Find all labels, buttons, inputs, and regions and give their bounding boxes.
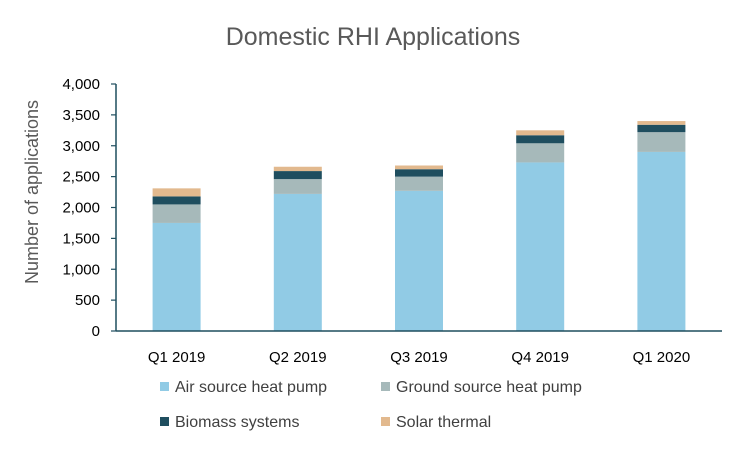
- bar-segment-4-q4-2019: [516, 130, 565, 136]
- legend-label: Ground source heat pump: [396, 379, 582, 396]
- bar-segment-3-q2-2019: [273, 171, 322, 180]
- y-axis: 0 500 1,000 1,500 2,000 2,500 3,000 3,500 4,000: [62, 76, 116, 340]
- y-tick-label: 3,000: [62, 138, 100, 155]
- chart-title: Domestic RHI Applications: [226, 23, 521, 51]
- legend: Air source heat pump Ground source heat p…: [160, 379, 582, 431]
- bar-segment-4-q2-2019: [273, 166, 322, 172]
- y-tick-label: 500: [75, 292, 100, 309]
- bar-segment-3-q3-2019: [395, 169, 443, 177]
- y-tick-label: 4,000: [62, 76, 100, 93]
- legend-swatch: [160, 417, 169, 426]
- y-tick-label: 2,000: [62, 200, 100, 217]
- y-tick-label: 1,000: [62, 261, 100, 278]
- x-axis: Q1 2019 Q2 2019 Q3 2019 Q4 2019 Q1 2020: [148, 349, 690, 366]
- bar-segment-1-q1-2019: [152, 222, 201, 331]
- bar-segment-2-q2-2019: [273, 179, 322, 194]
- bar-segment-1-q4-2019: [516, 162, 565, 331]
- bar-segment-4-q3-2019: [395, 165, 443, 170]
- bar-segment-4-q1-2019: [152, 188, 201, 197]
- bar-segment-2-q4-2019: [516, 143, 565, 163]
- x-tick-label: Q2 2019: [269, 349, 327, 366]
- legend-label: Biomass systems: [175, 414, 299, 431]
- bar-segment-3-q1-2020: [637, 124, 686, 133]
- plot-area: [152, 121, 686, 331]
- bar-segment-4-q1-2020: [637, 121, 686, 125]
- legend-swatch: [381, 382, 390, 391]
- legend-label: Air source heat pump: [175, 379, 327, 396]
- legend-label: Solar thermal: [396, 414, 491, 431]
- bar-segment-1-q3-2019: [395, 190, 443, 331]
- y-tick-label: 0: [92, 323, 100, 340]
- bar-segment-2-q3-2019: [395, 176, 443, 191]
- bar-segment-1-q1-2020: [637, 151, 686, 331]
- bar-segment-2-q1-2019: [152, 204, 201, 223]
- bar-segment-3-q1-2019: [152, 196, 201, 205]
- x-tick-label: Q3 2019: [390, 349, 448, 366]
- bar-segment-2-q1-2020: [637, 132, 686, 152]
- x-tick-label: Q4 2019: [511, 349, 569, 366]
- y-tick-label: 2,500: [62, 169, 100, 186]
- bar-segment-1-q2-2019: [273, 193, 322, 331]
- bar-segment-3-q4-2019: [516, 135, 565, 144]
- y-tick-label: 3,500: [62, 107, 100, 124]
- y-tick-label: 1,500: [62, 230, 100, 247]
- legend-swatch: [160, 382, 169, 391]
- x-tick-label: Q1 2019: [148, 349, 206, 366]
- legend-swatch: [381, 417, 390, 426]
- y-axis-label: Number of applications: [22, 100, 42, 284]
- x-tick-label: Q1 2020: [633, 349, 691, 366]
